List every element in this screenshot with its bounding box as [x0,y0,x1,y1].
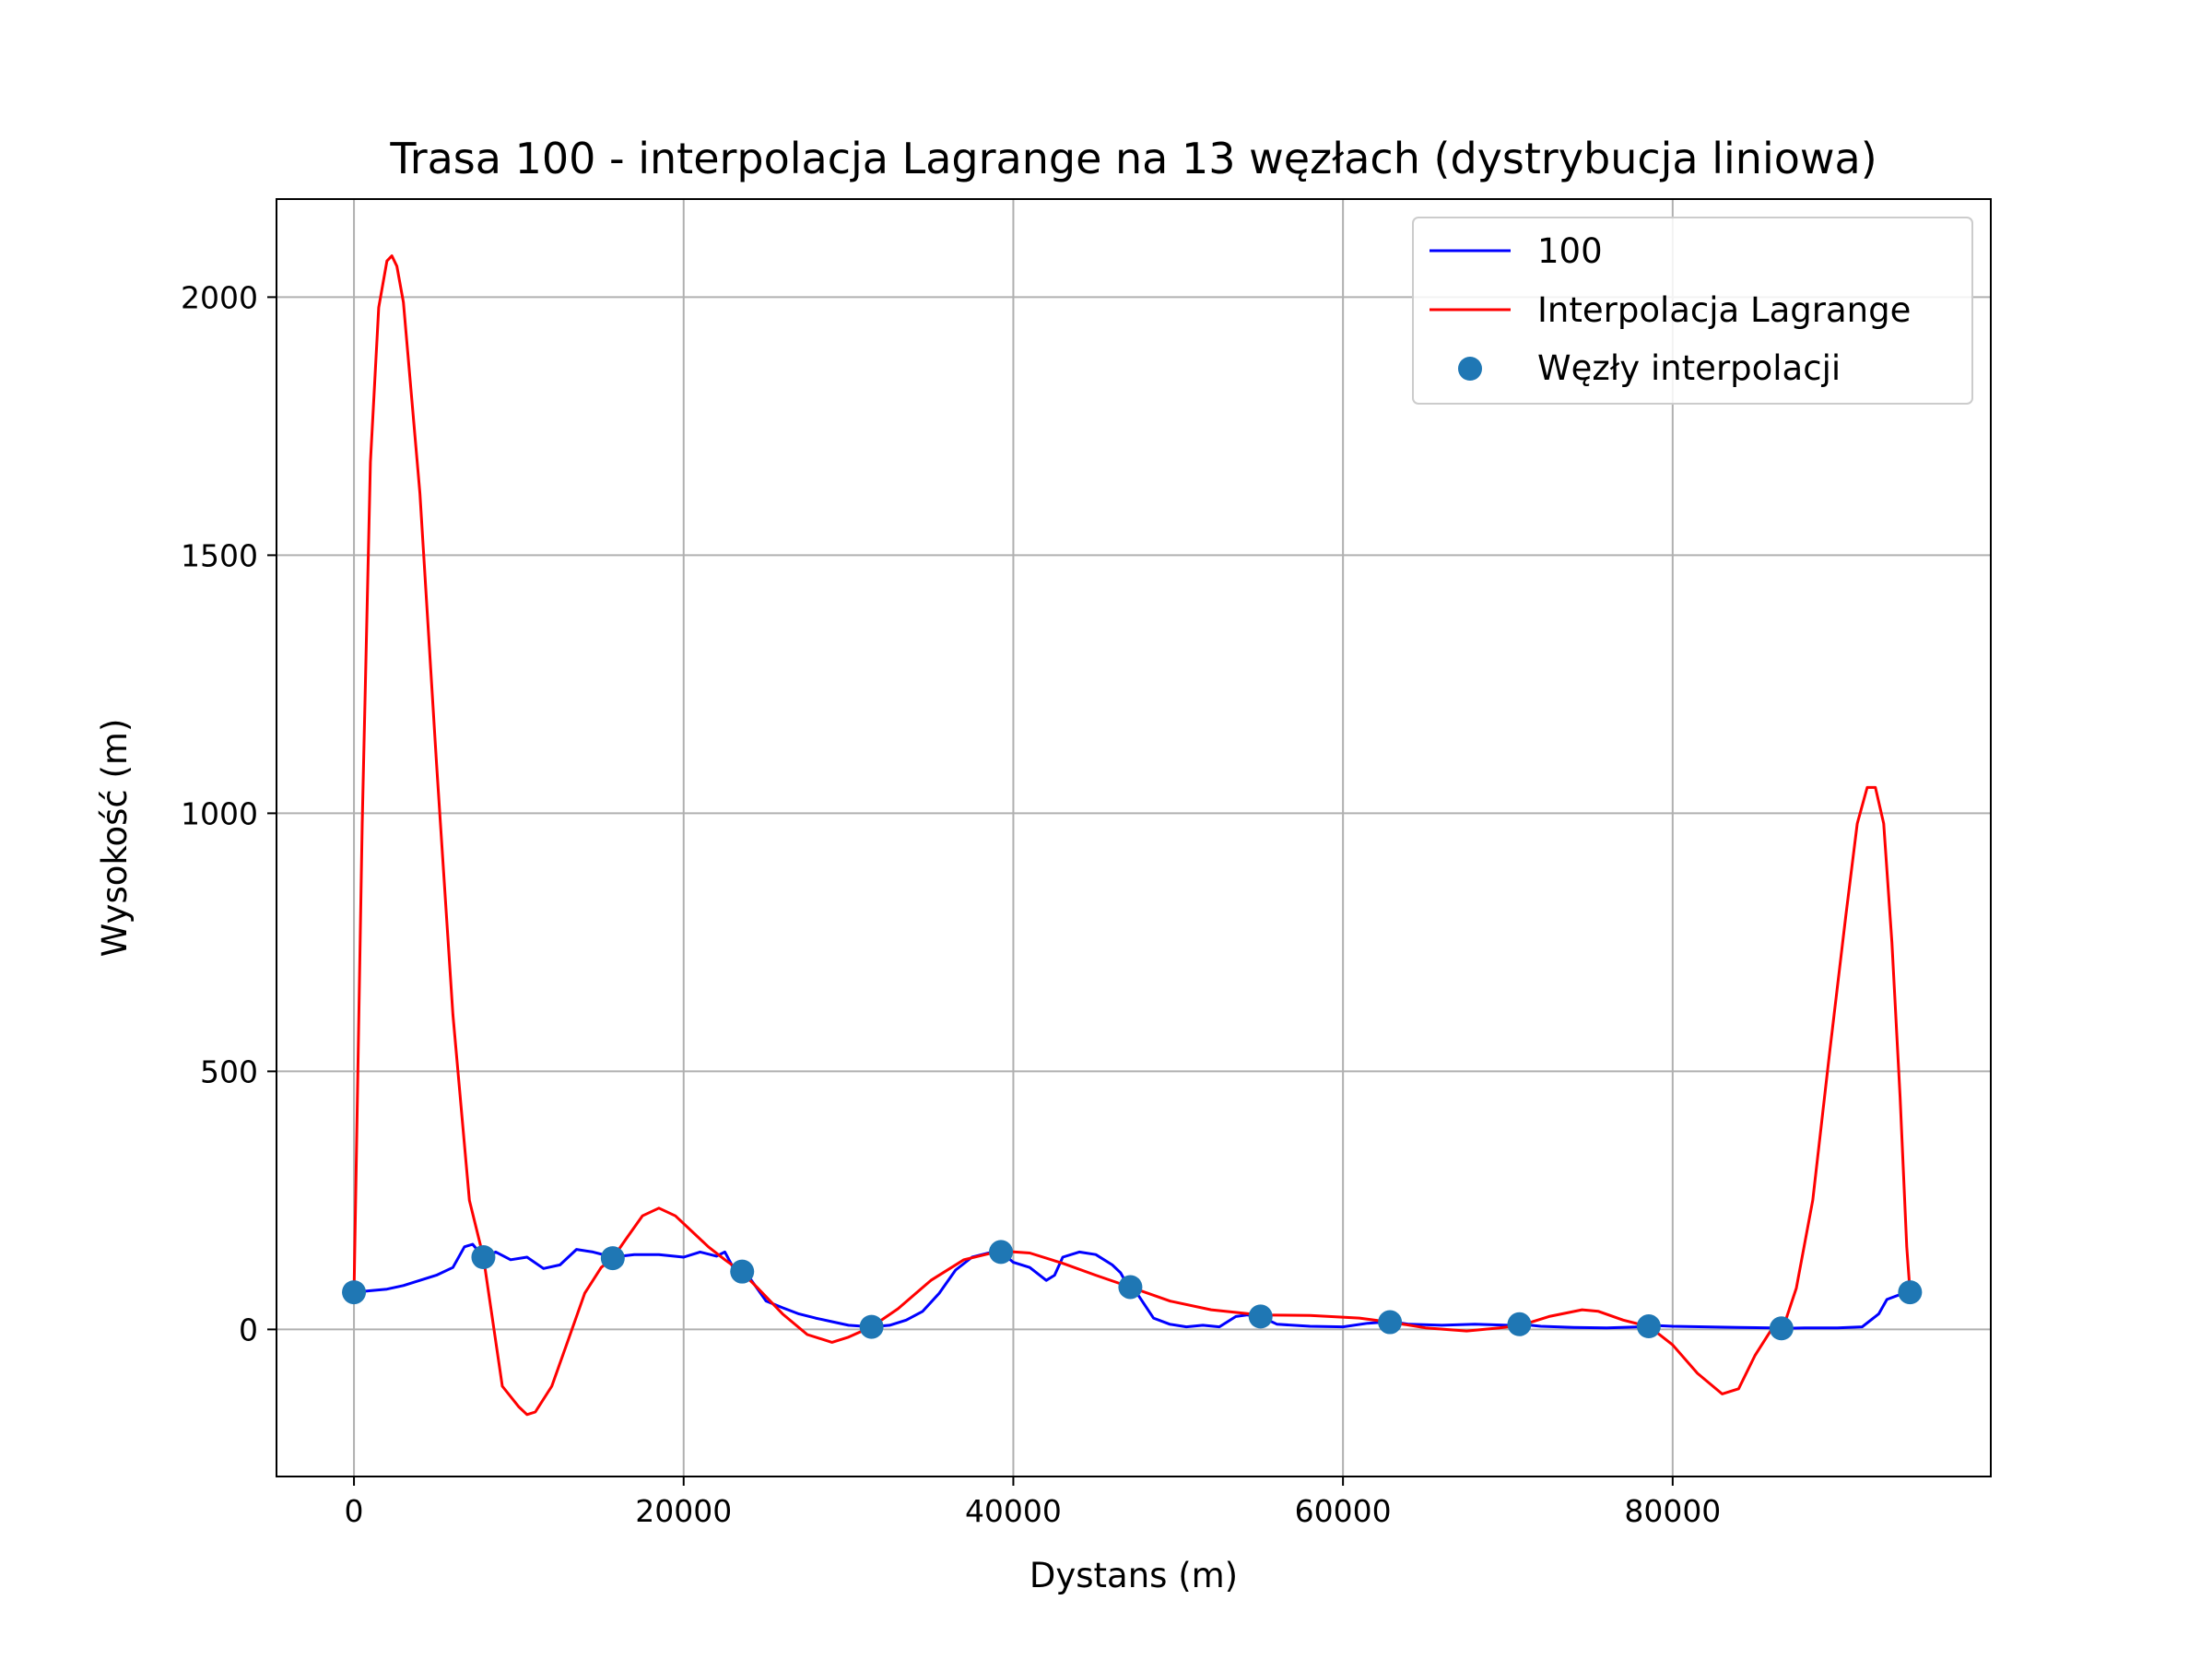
interpolation-node-point [342,1280,367,1305]
interpolation-node-point [730,1259,755,1284]
y-tick-label: 1000 [181,795,258,831]
interpolation-node-point [1378,1310,1403,1335]
y-axis-ticks: 0 500 1000 1500 2000 [181,279,276,1347]
chart-title: Trasa 100 - interpolacja Lagrange na 13 … [389,134,1877,183]
data-series [342,254,1923,1417]
y-tick-label: 0 [239,1312,258,1347]
interpolation-node-point [1636,1314,1661,1339]
x-tick-label: 80000 [1624,1493,1721,1529]
interpolation-node-point [600,1246,625,1271]
interpolation-node-point [859,1314,884,1339]
x-axis-label: Dystans (m) [1030,1556,1238,1595]
y-axis-label: Wysokość (m) [95,719,135,958]
legend-marker-nodes [1458,357,1482,381]
legend-label-lagrange: Interpolacja Lagrange [1537,290,1911,330]
grid-lines [276,199,1991,1477]
x-tick-label: 0 [345,1493,364,1529]
legend-label-nodes: Węzły interpolacji [1537,348,1841,388]
y-tick-label: 500 [200,1053,258,1089]
legend: 100 Interpolacja Lagrange Węzły interpol… [1412,217,1973,405]
interpolation-node-point [471,1245,496,1269]
interpolation-node-point [1118,1275,1143,1300]
series-line-profile [352,1242,1912,1330]
x-tick-label: 20000 [635,1493,732,1529]
x-tick-label: 40000 [965,1493,1062,1529]
interpolation-node-point [1769,1316,1794,1341]
x-axis-ticks: 0 20000 40000 60000 80000 [345,1477,1721,1529]
interpolation-node-point [1248,1304,1273,1329]
legend-label-profile: 100 [1537,231,1603,271]
plot-frame [276,198,1992,1477]
x-tick-label: 60000 [1295,1493,1392,1529]
interpolation-node-point [1507,1312,1532,1336]
legend-box [1412,217,1973,405]
interpolation-node-point [1898,1280,1923,1305]
y-tick-label: 1500 [181,537,258,573]
y-tick-label: 2000 [181,279,258,315]
interpolation-node-point [989,1240,1014,1265]
